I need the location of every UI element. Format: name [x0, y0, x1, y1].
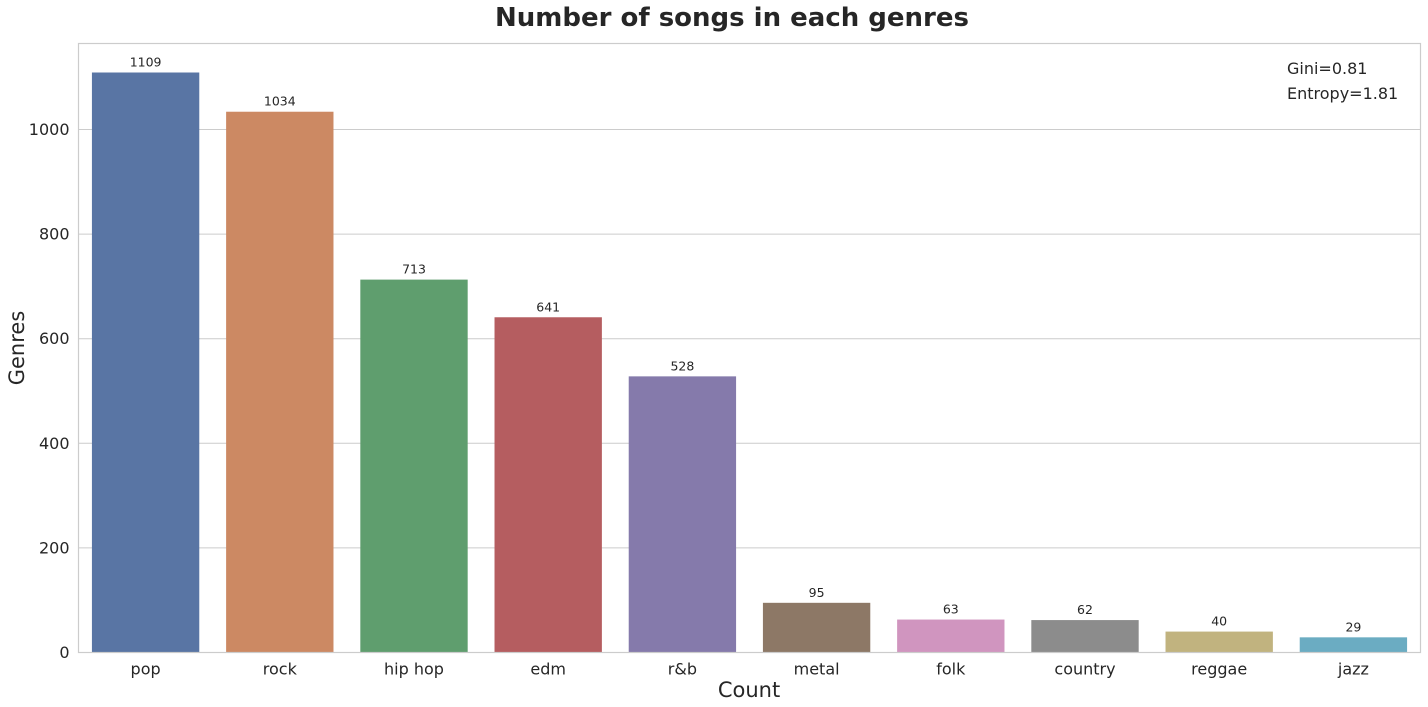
bar	[628, 376, 737, 653]
bar	[1165, 631, 1273, 653]
bar-value-label: 641	[536, 299, 560, 314]
x-tick-label: hip hop	[384, 660, 444, 679]
bar-value-label: 1109	[130, 55, 162, 70]
y-tick-label: 800	[39, 225, 70, 244]
bar-value-labels: 1109 1034 713 641 528 95 63 62 40 29	[130, 55, 1362, 635]
x-tick-label: edm	[530, 660, 566, 679]
bar	[226, 111, 334, 653]
y-tick-label: 400	[39, 434, 70, 453]
y-tick-label: 0	[59, 643, 69, 662]
y-tick-label: 1000	[29, 120, 70, 139]
y-axis-ticks: 0 200 400 600 800 1000	[29, 120, 70, 662]
gini-annotation: Gini=0.81	[1287, 59, 1367, 78]
x-axis-ticks: pop rock hip hop edm r&b metal folk country regg…	[131, 660, 1369, 679]
x-axis-label: Count	[718, 678, 780, 702]
plot-frame	[77, 42, 1422, 654]
bar	[897, 619, 1005, 653]
bar	[762, 602, 871, 653]
bar-value-label: 528	[670, 358, 694, 373]
bar	[360, 279, 468, 653]
bar-value-label: 40	[1211, 614, 1227, 629]
x-tick-label: metal	[794, 660, 840, 679]
y-tick-label: 600	[39, 329, 70, 348]
bar-value-label: 713	[402, 262, 426, 277]
y-axis-label: Genres	[5, 311, 29, 386]
bar-value-label: 62	[1077, 602, 1093, 617]
x-tick-label: r&b	[668, 660, 697, 679]
x-tick-label: pop	[131, 660, 161, 679]
bar-value-label: 63	[943, 602, 959, 617]
x-tick-label: country	[1054, 660, 1115, 679]
bar	[494, 317, 602, 653]
x-tick-label: jazz	[1337, 660, 1369, 679]
entropy-annotation: Entropy=1.81	[1287, 84, 1398, 103]
x-tick-label: folk	[936, 660, 966, 679]
y-tick-label: 200	[39, 538, 70, 557]
bar-value-label: 29	[1345, 619, 1361, 634]
bar	[91, 72, 200, 653]
bar	[1031, 620, 1139, 653]
chart-title: Number of songs in each genres	[495, 3, 969, 33]
bar	[1299, 637, 1408, 653]
bars	[91, 72, 1408, 653]
bar-value-label: 1034	[264, 94, 296, 109]
bar-value-label: 95	[809, 585, 825, 600]
x-tick-label: rock	[263, 660, 298, 679]
x-tick-label: reggae	[1191, 660, 1247, 679]
